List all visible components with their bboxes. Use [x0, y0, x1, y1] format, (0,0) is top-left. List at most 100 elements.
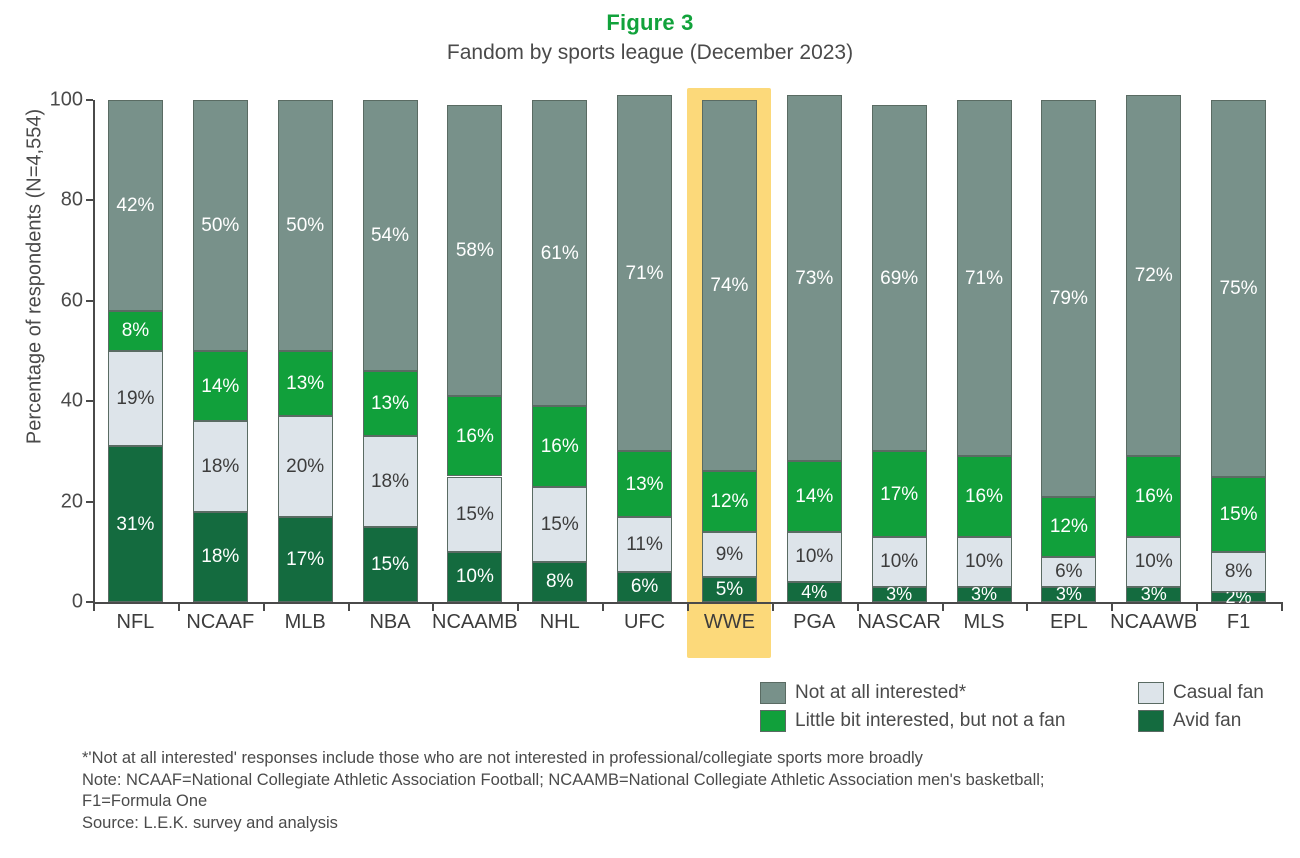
bar-segment[interactable]: 79% [1041, 100, 1097, 497]
bar-column[interactable]: 3% 10% 17% 69% [871, 100, 927, 603]
bar-segment[interactable]: 13% [617, 451, 673, 517]
bar-segment[interactable]: 16% [532, 406, 588, 487]
bar-segment[interactable]: 74% [701, 100, 757, 472]
bar-segment[interactable]: 50% [192, 100, 248, 351]
bar-segment[interactable]: 20% [277, 416, 333, 517]
x-axis-label: NHL [539, 611, 580, 633]
bar-column[interactable]: 6% 11% 13% 71% [617, 94, 673, 602]
y-tick-mark [86, 99, 93, 101]
bar-segment[interactable]: 10% [871, 536, 927, 587]
bar-segment-label: 9% [715, 543, 744, 565]
bar-segment[interactable]: 12% [1041, 496, 1097, 557]
footnote-source: Source: L.E.K. survey and analysis [82, 813, 338, 832]
bar-segment[interactable]: 50% [277, 100, 333, 351]
bar-segment[interactable]: 3% [1126, 585, 1182, 603]
bar-segment[interactable]: 14% [192, 351, 248, 422]
bar-segment-label: 19% [116, 388, 155, 410]
bar-column[interactable]: 4% 10% 14% 73% [786, 94, 842, 602]
bar-segment[interactable]: 15% [1211, 476, 1267, 552]
bar-segment[interactable]: 11% [617, 516, 673, 572]
bar-column[interactable]: 8% 15% 16% 61% [532, 100, 588, 602]
legend-item-avid_fan[interactable]: Avid fan [1138, 710, 1241, 732]
bar-segment-label: 2% [1225, 586, 1252, 607]
x-axis-label: MLS [963, 611, 1005, 633]
bar-segment[interactable]: 13% [277, 351, 333, 417]
bar-segment[interactable]: 3% [956, 585, 1012, 603]
bar-segment[interactable]: 18% [192, 511, 248, 602]
bar-segment[interactable]: 10% [786, 531, 842, 582]
bar-segment[interactable]: 12% [701, 471, 757, 532]
bar-segment[interactable]: 8% [1211, 551, 1267, 592]
bar-segment-label: 11% [626, 533, 663, 555]
bar-column[interactable]: 2% 8% 15% 75% [1211, 100, 1267, 606]
bar-column[interactable]: 18% 18% 14% 50% [192, 100, 248, 602]
bar-segment[interactable]: 42% [107, 100, 163, 311]
bar-column[interactable]: 3% 10% 16% 71% [956, 100, 1012, 603]
bar-segment-label: 54% [370, 225, 410, 247]
bar-segment[interactable]: 15% [532, 486, 588, 562]
bar-segment[interactable]: 6% [1041, 556, 1097, 587]
bar-segment[interactable]: 15% [447, 476, 503, 552]
bar-segment[interactable]: 3% [1041, 585, 1097, 603]
x-axis-label: F1 [1226, 611, 1251, 633]
x-tick-mark [771, 602, 774, 611]
x-axis-label: MLB [284, 611, 326, 633]
bar-segment[interactable]: 69% [871, 105, 927, 452]
bar-column[interactable]: 5% 9% 12% 74% [701, 100, 757, 602]
legend-item-little_interest[interactable]: Little bit interested, but not a fan [760, 710, 1065, 732]
legend-item-casual_fan[interactable]: Casual fan [1138, 682, 1264, 704]
x-tick-mark [347, 602, 350, 611]
bar-segment[interactable]: 14% [786, 461, 842, 532]
bar-segment[interactable]: 73% [786, 94, 842, 462]
bar-segment-label: 18% [201, 546, 240, 568]
bar-column[interactable]: 3% 10% 16% 72% [1126, 94, 1182, 603]
bar-segment[interactable]: 31% [107, 446, 163, 602]
x-axis-label: PGA [793, 611, 836, 633]
bar-segment[interactable]: 13% [362, 371, 418, 437]
bar-segment[interactable]: 3% [871, 585, 927, 603]
bar-segment[interactable]: 5% [701, 576, 757, 602]
bar-segment[interactable]: 18% [362, 436, 418, 527]
footnote-note: Note: NCAAF=National Collegiate Athletic… [82, 770, 1045, 789]
bar-segment[interactable]: 8% [532, 561, 588, 602]
bar-segment[interactable]: 17% [277, 516, 333, 602]
bar-segment[interactable]: 9% [701, 531, 757, 577]
bar-segment[interactable]: 6% [617, 571, 673, 602]
bar-segment[interactable]: 2% [1211, 588, 1267, 606]
bar-segment-label: 10% [880, 551, 919, 573]
bar-column[interactable]: 17% 20% 13% 50% [277, 100, 333, 602]
bar-column[interactable]: 15% 18% 13% 54% [362, 100, 418, 602]
footnotes: *'Not at all interested' responses inclu… [82, 748, 1292, 834]
bar-segment[interactable]: 19% [107, 351, 163, 447]
y-axis-line [93, 100, 95, 603]
bar-segment[interactable]: 54% [362, 100, 418, 372]
bar-segment[interactable]: 10% [1126, 536, 1182, 587]
bar-segment[interactable]: 4% [786, 581, 842, 602]
bar-segment[interactable]: 8% [107, 310, 163, 351]
bar-segment[interactable]: 58% [447, 105, 503, 397]
bar-segment[interactable]: 10% [956, 536, 1012, 587]
legend-item-not_interested[interactable]: Not at all interested* [760, 682, 966, 704]
bar-segment[interactable]: 16% [447, 396, 503, 477]
bar-column[interactable]: 3% 6% 12% 79% [1041, 100, 1097, 603]
bar-segment[interactable]: 10% [447, 551, 503, 602]
bar-segment[interactable]: 61% [532, 100, 588, 407]
bar-segment[interactable]: 15% [362, 526, 418, 602]
bar-segment-label: 72% [1134, 265, 1173, 287]
bar-column[interactable]: 10% 15% 16% 58% [447, 100, 503, 602]
bar-segment[interactable]: 17% [871, 451, 927, 537]
bar-segment[interactable]: 16% [956, 456, 1012, 537]
bar-segment-label: 73% [795, 267, 834, 289]
bar-segment[interactable]: 71% [956, 100, 1012, 457]
bar-segment[interactable]: 71% [617, 94, 673, 452]
bar-segment-label: 14% [201, 375, 240, 397]
bar-column[interactable]: 31% 19% 8% 42% [107, 100, 163, 602]
bar-segment[interactable]: 75% [1211, 100, 1267, 477]
x-tick-mark [1026, 602, 1029, 611]
bar-segment[interactable]: 72% [1126, 94, 1182, 457]
y-tick-mark [86, 299, 93, 302]
bar-segment[interactable]: 16% [1126, 456, 1182, 537]
bar-segment[interactable]: 18% [192, 421, 248, 512]
bar-segment-label: 50% [201, 215, 240, 236]
legend-label: Little bit interested, but not a fan [795, 710, 1066, 731]
